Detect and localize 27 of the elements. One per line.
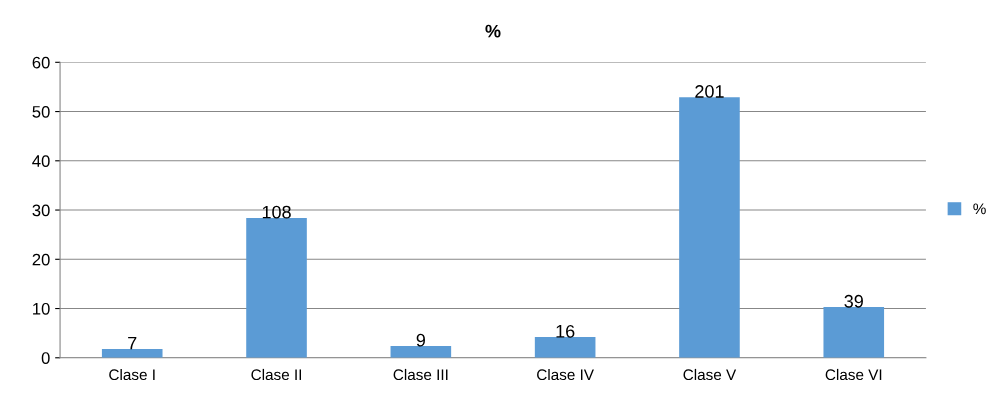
annotation: 108 [262, 205, 291, 219]
x-tick-label: Clase IV [537, 368, 594, 381]
bar [101, 348, 163, 358]
y-tick-label: 30 [32, 204, 50, 217]
chart-title: % [485, 24, 501, 38]
y-tick-label: 50 [32, 105, 50, 118]
annotation: 16 [556, 324, 575, 338]
y-tick-label: 40 [32, 155, 50, 167]
bar [246, 217, 307, 358]
bar [679, 97, 740, 358]
bar [390, 345, 452, 358]
legend-label: % [973, 203, 986, 215]
x-tick-label: Clase I [109, 368, 155, 381]
y-tick-label: 60 [32, 56, 50, 69]
x-tick-label: Clase VI [825, 368, 882, 381]
annotation: 7 [128, 336, 137, 350]
x-tick-label: Clase II [251, 368, 302, 381]
bar [823, 307, 885, 358]
bar [534, 337, 596, 358]
annotation: 201 [695, 85, 724, 98]
annotation: 39 [844, 294, 863, 308]
y-tick-label: 10 [33, 302, 50, 315]
x-tick-label: Clase V [683, 368, 737, 381]
y-tick-label: 20 [32, 253, 50, 266]
y-tick-label: 0 [41, 352, 50, 364]
x-tick-label: Clase III [393, 368, 448, 381]
annotation: 9 [416, 333, 425, 347]
